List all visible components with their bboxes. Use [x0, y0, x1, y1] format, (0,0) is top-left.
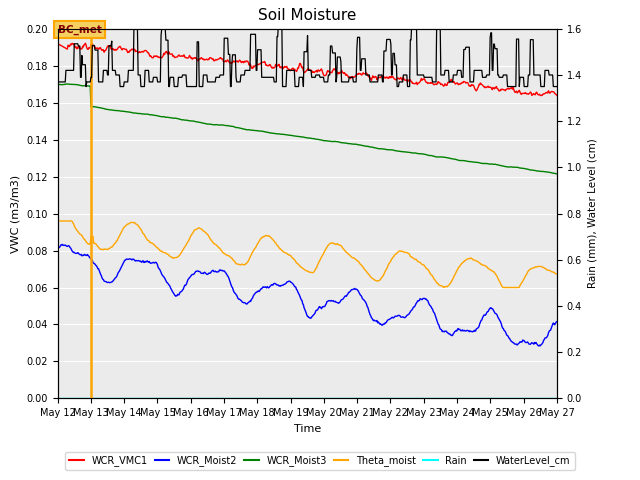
X-axis label: Time: Time	[294, 424, 321, 433]
Legend: WCR_VMC1, WCR_Moist2, WCR_Moist3, Theta_moist, Rain, WaterLevel_cm: WCR_VMC1, WCR_Moist2, WCR_Moist3, Theta_…	[65, 452, 575, 470]
Title: Soil Moisture: Soil Moisture	[258, 9, 356, 24]
Y-axis label: Rain (mm), Water Level (cm): Rain (mm), Water Level (cm)	[588, 139, 598, 288]
Y-axis label: VWC (m3/m3): VWC (m3/m3)	[11, 175, 21, 252]
Text: BC_met: BC_met	[58, 24, 102, 35]
